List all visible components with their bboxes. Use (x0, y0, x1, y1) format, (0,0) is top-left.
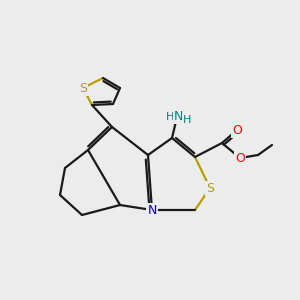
Text: H: H (183, 115, 191, 125)
Text: O: O (232, 124, 242, 136)
Text: S: S (79, 82, 87, 94)
Text: S: S (206, 182, 214, 194)
Text: H: H (166, 112, 174, 122)
Text: N: N (173, 110, 183, 124)
Text: N: N (147, 203, 157, 217)
Text: O: O (235, 152, 245, 164)
